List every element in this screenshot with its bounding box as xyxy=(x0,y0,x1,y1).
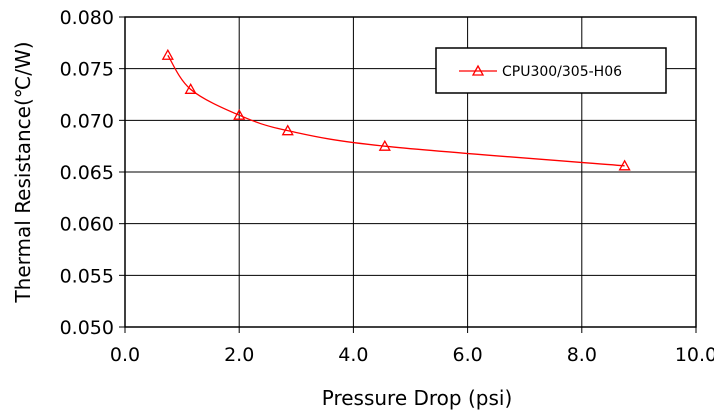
x-tick-label: 6.0 xyxy=(452,344,482,366)
y-tick-label: 0.050 xyxy=(60,317,114,339)
y-tick-label: 0.065 xyxy=(60,162,114,184)
series-layer xyxy=(161,48,631,171)
data-point-marker xyxy=(184,82,197,94)
legend-label: CPU300/305-H06 xyxy=(502,64,622,80)
data-point-marker xyxy=(161,48,174,60)
y-axis-title: Thermal Resistance(℃/W) xyxy=(11,41,35,303)
y-axis-ticks: 0.050 0.055 0.060 0.065 0.070 0.075 0.080 xyxy=(60,7,125,339)
data-point-marker xyxy=(618,159,631,171)
legend-marker-icon xyxy=(471,64,485,76)
x-tick-label: 4.0 xyxy=(338,344,368,366)
y-tick-label: 0.060 xyxy=(60,214,114,236)
x-tick-label: 0.0 xyxy=(110,344,140,366)
data-point-marker xyxy=(281,124,294,136)
y-tick-label: 0.070 xyxy=(60,110,114,132)
y-tick-label: 0.080 xyxy=(60,7,114,29)
y-tick-label: 0.075 xyxy=(60,59,114,81)
data-point-marker xyxy=(378,139,391,151)
x-tick-label: 2.0 xyxy=(224,344,254,366)
x-tick-label: 10.0 xyxy=(675,344,714,366)
x-tick-label: 8.0 xyxy=(567,344,597,366)
data-point-marker xyxy=(233,108,246,120)
series-line xyxy=(167,54,625,167)
y-tick-label: 0.055 xyxy=(60,265,114,287)
x-axis-ticks: 0.0 2.0 4.0 6.0 8.0 10.0 xyxy=(110,327,714,366)
x-axis-title: Pressure Drop (psi) xyxy=(322,386,513,410)
legend: CPU300/305-H06 xyxy=(435,47,667,94)
